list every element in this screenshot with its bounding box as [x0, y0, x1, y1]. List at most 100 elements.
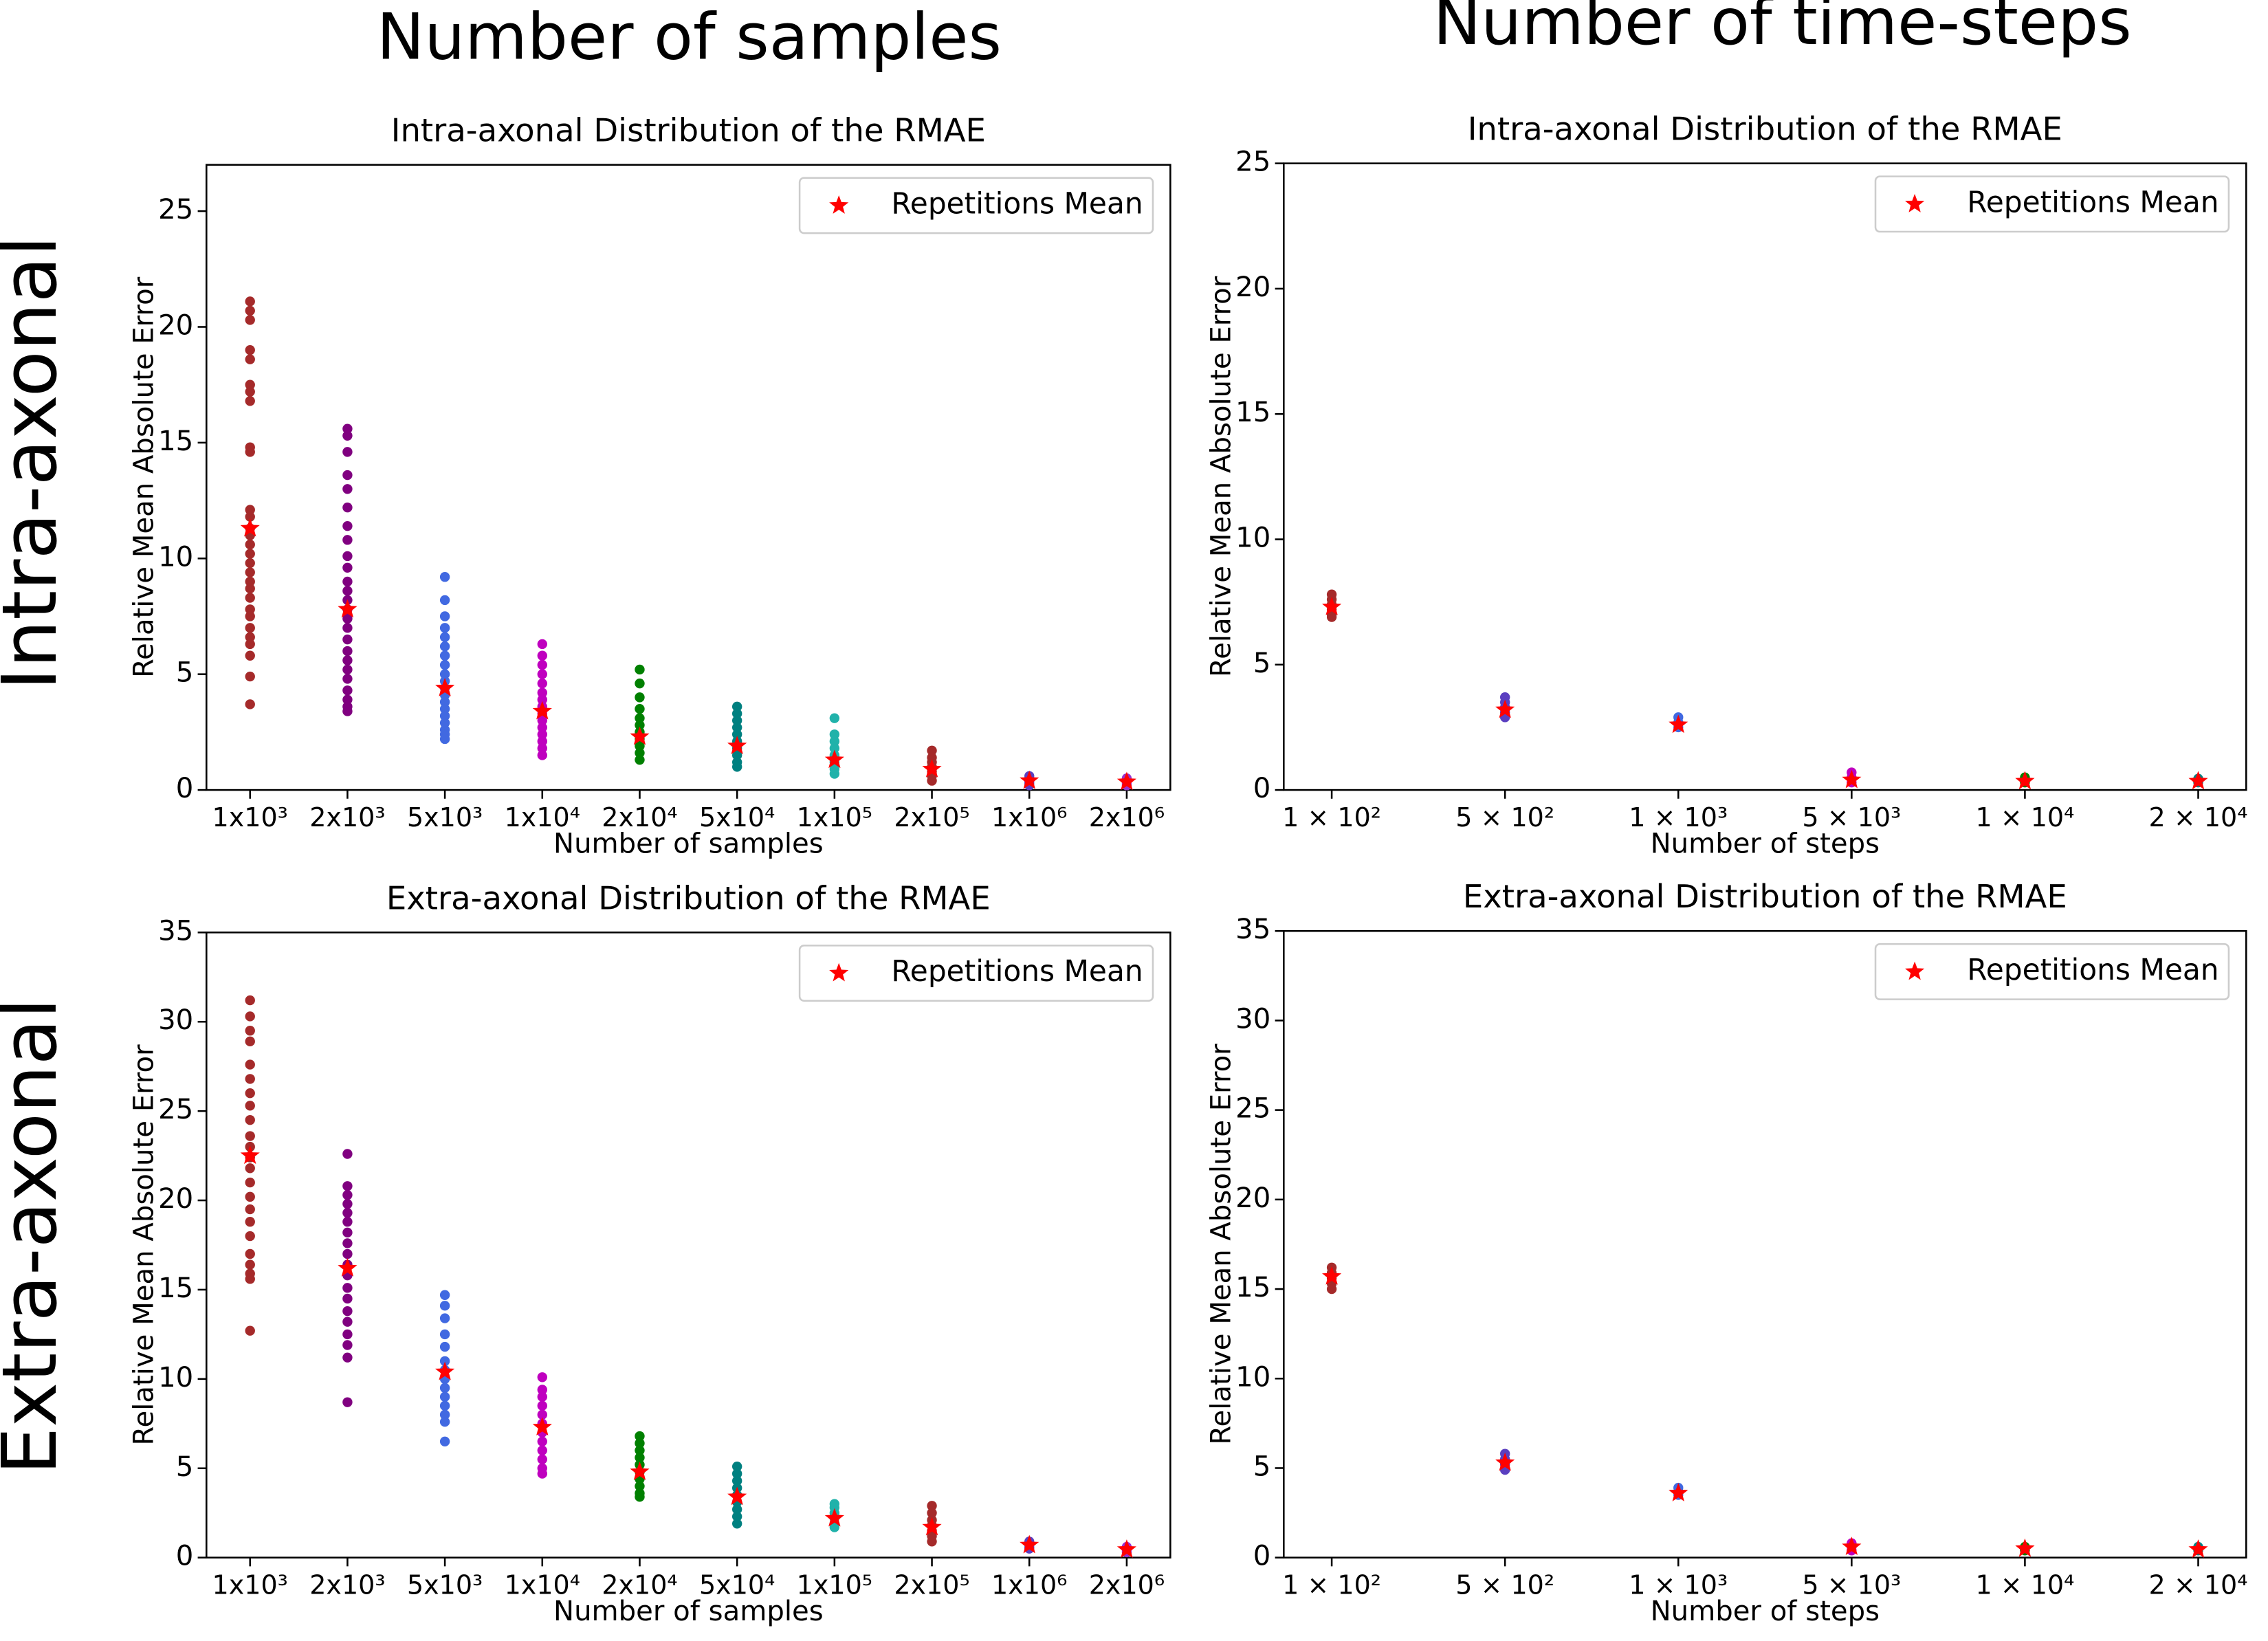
y-tick-label: 5	[1253, 648, 1271, 679]
sample-point	[537, 678, 547, 689]
mean-marker	[1322, 597, 1342, 615]
x-tick-label: 1x10⁶	[991, 1570, 1067, 1600]
sample-point	[829, 713, 840, 723]
sample-point	[245, 354, 255, 364]
sample-point	[731, 701, 742, 712]
legend-label: Repetitions Mean	[1967, 185, 2219, 219]
sample-point	[635, 692, 645, 703]
sample-point	[342, 430, 353, 441]
x-tick-label: 2x10⁶	[1089, 802, 1165, 833]
sample-point	[731, 708, 742, 719]
x-tick-label: 2x10³	[309, 802, 385, 833]
sample-point	[537, 687, 547, 698]
sample-point	[245, 671, 255, 682]
sample-point	[537, 650, 547, 661]
sample-point	[635, 1492, 645, 1502]
sample-point	[439, 1383, 450, 1394]
y-axis-label: Relative Mean Absolute Error	[128, 276, 159, 678]
mean-marker	[1322, 1266, 1342, 1285]
sample-point	[342, 1283, 353, 1293]
sample-point	[245, 1231, 255, 1242]
sample-point	[731, 715, 742, 726]
sample-point	[245, 315, 255, 325]
sample-point	[537, 1445, 547, 1455]
sample-point	[342, 694, 353, 705]
sample-point	[245, 699, 255, 709]
x-tick-label: 5x10⁴	[699, 802, 775, 833]
sample-point	[342, 1317, 353, 1327]
x-tick-label: 5x10³	[407, 802, 483, 833]
mean-marker	[727, 1486, 747, 1506]
y-tick-label: 35	[1235, 914, 1270, 945]
sample-point	[927, 1501, 937, 1511]
sample-point	[245, 1114, 255, 1125]
x-tick-label: 1x10³	[212, 1570, 288, 1600]
legend-marker	[829, 962, 849, 982]
sample-point	[342, 646, 353, 657]
y-tick-label: 20	[158, 1183, 193, 1215]
sample-point	[245, 1325, 255, 1336]
x-axis-label: Number of samples	[553, 1596, 824, 1627]
mean-marker	[1669, 714, 1688, 734]
y-tick-label: 15	[158, 1273, 193, 1304]
sample-point	[439, 1341, 450, 1352]
sample-point	[439, 623, 450, 633]
x-tick-label: 2x10⁶	[1089, 1570, 1165, 1600]
sample-point	[245, 1217, 255, 1227]
sample-point	[342, 576, 353, 587]
sample-point	[537, 660, 547, 670]
mean-marker	[1495, 699, 1515, 718]
sample-point	[342, 551, 353, 562]
subplot-title: Intra-axonal Distribution of the RMAE	[1468, 111, 2062, 148]
sample-point	[245, 1101, 255, 1111]
sample-point	[342, 1306, 353, 1317]
sample-point	[635, 720, 645, 730]
x-tick-label: 5 × 10²	[1455, 802, 1554, 833]
x-tick-label: 1x10⁵	[797, 1570, 872, 1600]
sample-point	[245, 1131, 255, 1141]
column-title: Number of samples	[377, 0, 1002, 74]
sample-point	[342, 613, 353, 624]
sample-point	[731, 1461, 742, 1472]
sample-point	[537, 1391, 547, 1402]
sample-point	[342, 1190, 353, 1200]
sample-point	[439, 1436, 450, 1446]
legend-box	[1874, 943, 2230, 1000]
sample-point	[731, 1468, 742, 1479]
plot-area	[1283, 162, 2247, 791]
sample-point	[731, 722, 742, 733]
sample-point	[635, 704, 645, 714]
sample-point	[342, 1329, 353, 1340]
sample-point	[537, 743, 547, 753]
mean-marker	[922, 1517, 942, 1536]
y-tick-label: 10	[1235, 522, 1270, 554]
sample-point	[342, 1208, 353, 1218]
sample-point	[537, 1372, 547, 1383]
mean-marker	[532, 1417, 552, 1435]
sample-point	[635, 678, 645, 689]
legend-label: Repetitions Mean	[891, 186, 1143, 220]
x-tick-label: 5x10³	[407, 1570, 483, 1600]
x-tick-label: 1 × 10⁴	[1975, 802, 2074, 833]
legend-label: Repetitions Mean	[891, 954, 1143, 988]
sample-point	[439, 1409, 450, 1420]
sample-point	[245, 1088, 255, 1099]
mean-marker	[1842, 1537, 1862, 1556]
sample-point	[1326, 1284, 1337, 1295]
sample-point	[245, 396, 255, 406]
sample-point	[537, 1454, 547, 1464]
sample-point	[245, 505, 255, 515]
mean-marker	[922, 758, 942, 778]
sample-point	[635, 740, 645, 751]
sample-point	[635, 713, 645, 723]
sample-point	[342, 1227, 353, 1238]
sample-point	[342, 1293, 353, 1304]
sample-point	[537, 1385, 547, 1395]
sample-point	[342, 1199, 353, 1209]
mean-marker	[240, 518, 260, 537]
sample-point	[342, 562, 353, 573]
sample-point	[342, 685, 353, 696]
sample-point	[245, 344, 255, 355]
y-tick-label: 25	[1235, 1093, 1270, 1125]
mean-marker	[2188, 771, 2208, 790]
